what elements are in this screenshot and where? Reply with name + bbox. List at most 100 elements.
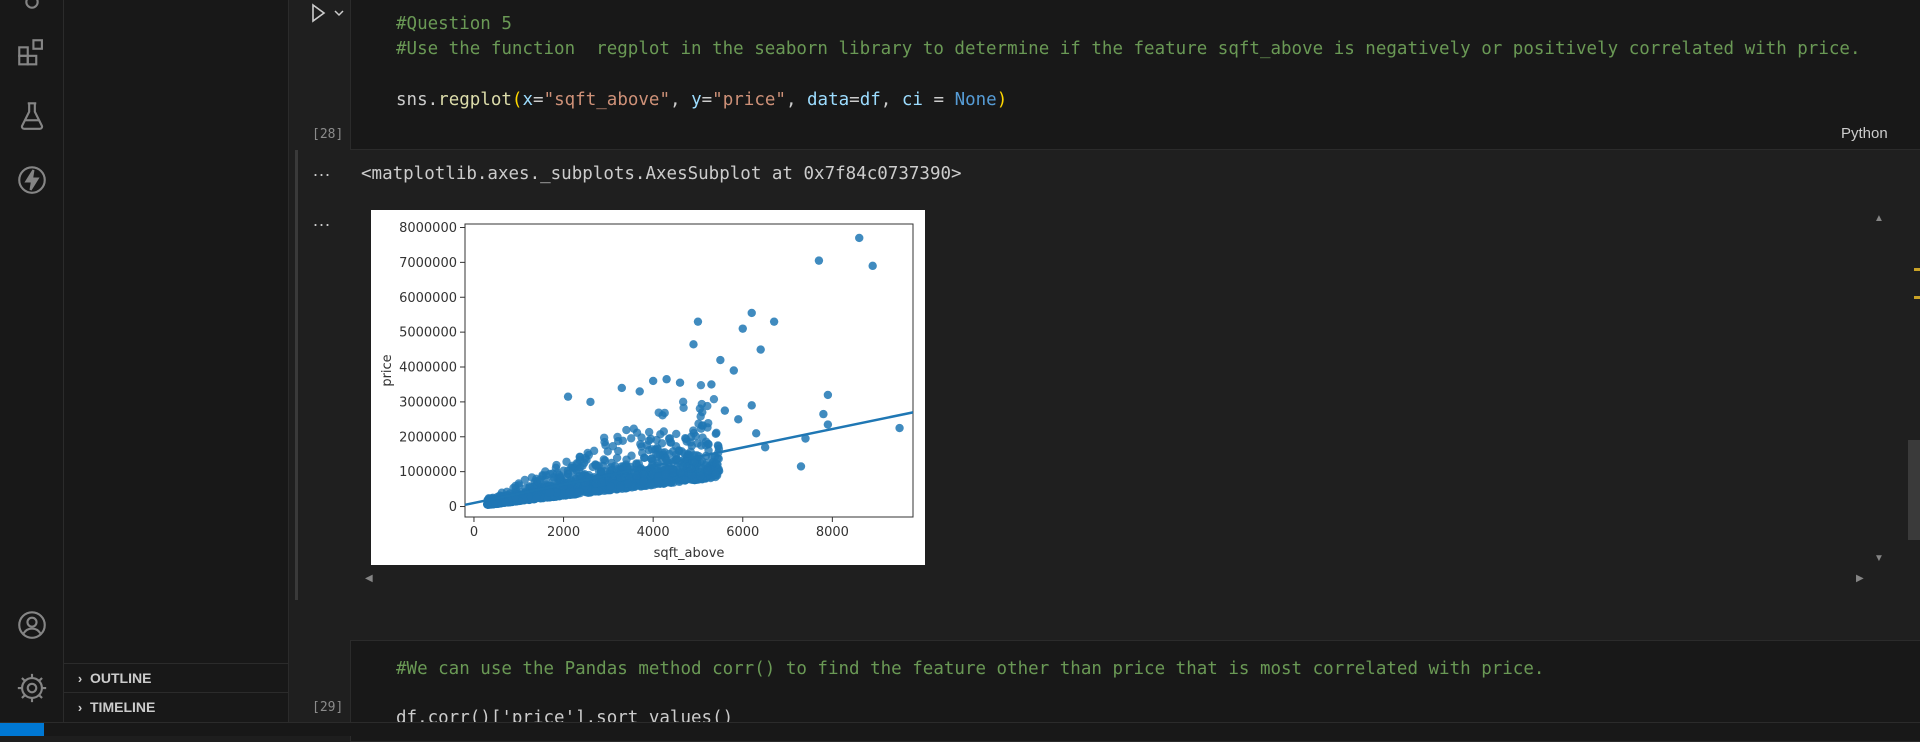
scatter-point bbox=[707, 380, 716, 389]
scatter-point bbox=[616, 483, 625, 493]
lightning-icon[interactable] bbox=[12, 160, 52, 200]
scatter-point bbox=[657, 439, 667, 448]
output-more-button[interactable]: ... bbox=[313, 210, 332, 230]
scatter-point bbox=[819, 409, 828, 419]
output-more-button[interactable]: ... bbox=[313, 160, 332, 180]
scatter-point bbox=[596, 467, 606, 476]
scatter-point bbox=[671, 442, 681, 451]
timeline-section-header[interactable]: › TIMELINE bbox=[64, 692, 288, 721]
scatter-point bbox=[709, 394, 719, 404]
scroll-left-icon[interactable]: ◀ bbox=[365, 573, 373, 584]
scatter-point bbox=[696, 471, 705, 481]
code-token: = bbox=[701, 90, 713, 110]
gear-icon[interactable] bbox=[12, 668, 52, 708]
scroll-right-icon[interactable]: ▶ bbox=[1856, 573, 1864, 584]
scatter-point bbox=[672, 429, 681, 439]
editor-scrollbar[interactable] bbox=[1908, 440, 1920, 540]
scatter-point bbox=[584, 470, 594, 480]
overview-ruler-marker bbox=[1914, 296, 1920, 299]
code-token: data bbox=[807, 90, 850, 110]
scatter-point bbox=[686, 464, 696, 473]
execution-count: [28] bbox=[312, 127, 344, 142]
output-collapse-bar[interactable] bbox=[295, 150, 298, 600]
extensions-icon[interactable] bbox=[12, 33, 52, 73]
code-comment-line: #We can use the Pandas method corr() to … bbox=[396, 659, 1545, 679]
scatter-point bbox=[606, 481, 615, 491]
timeline-label: TIMELINE bbox=[90, 699, 156, 715]
scatter-point bbox=[569, 471, 578, 480]
scatter-point bbox=[712, 428, 721, 438]
code-token: . bbox=[427, 90, 439, 110]
scatter-point bbox=[648, 376, 658, 386]
scatter-point bbox=[622, 425, 631, 435]
scatter-point bbox=[686, 470, 696, 480]
scatter-point bbox=[632, 471, 641, 480]
code-token: x bbox=[522, 90, 534, 110]
x-tick-label: 2000 bbox=[547, 525, 580, 540]
scatter-point bbox=[555, 472, 565, 482]
code-token: ) bbox=[996, 90, 1008, 110]
scatter-point bbox=[629, 424, 638, 433]
scatter-point bbox=[647, 454, 657, 463]
chevron-right-icon: › bbox=[77, 699, 83, 715]
remote-indicator-button[interactable] bbox=[0, 723, 44, 736]
x-tick-label: 8000 bbox=[816, 525, 849, 540]
run-options-button[interactable] bbox=[332, 6, 346, 20]
scatter-point bbox=[636, 439, 645, 449]
scatter-point bbox=[599, 433, 609, 442]
code-token: , bbox=[880, 90, 902, 110]
scatter-point bbox=[617, 462, 626, 471]
y-tick-label: 7000000 bbox=[399, 256, 457, 271]
code-cell-28[interactable] bbox=[350, 0, 1920, 150]
scatter-point bbox=[574, 487, 584, 497]
scatter-point bbox=[617, 383, 626, 393]
execution-count: [29] bbox=[312, 700, 344, 715]
run-cell-button[interactable] bbox=[307, 2, 329, 24]
account-icon[interactable] bbox=[12, 605, 52, 645]
scatter-point bbox=[702, 458, 712, 468]
scatter-point bbox=[868, 261, 877, 271]
scatter-point bbox=[713, 441, 723, 450]
scroll-down-icon[interactable]: ▼ bbox=[1874, 553, 1884, 564]
scatter-point bbox=[623, 479, 633, 488]
side-panel: › OUTLINE › TIMELINE bbox=[64, 0, 289, 722]
scatter-point bbox=[541, 471, 551, 480]
code-token: ci bbox=[901, 90, 923, 110]
scatter-point bbox=[734, 415, 743, 424]
scatter-point bbox=[698, 421, 708, 430]
scatter-point bbox=[729, 366, 738, 375]
scatter-point bbox=[689, 340, 698, 349]
scatter-point bbox=[520, 475, 530, 485]
scatter-point bbox=[638, 448, 647, 458]
flask-icon[interactable] bbox=[12, 96, 52, 136]
top-partial-icon[interactable] bbox=[12, 0, 52, 22]
scatter-point bbox=[801, 434, 810, 443]
scatter-point bbox=[703, 466, 713, 475]
outline-section-header[interactable]: › OUTLINE bbox=[64, 663, 288, 692]
x-tick-label: 6000 bbox=[726, 525, 759, 540]
scatter-point bbox=[597, 478, 606, 488]
scroll-up-icon[interactable]: ▲ bbox=[1874, 213, 1884, 224]
scatter-point bbox=[607, 458, 616, 468]
scatter-point bbox=[483, 500, 492, 509]
scatter-point bbox=[653, 477, 663, 486]
scatter-point bbox=[599, 455, 609, 464]
code-token: y bbox=[691, 90, 702, 110]
scatter-point bbox=[591, 487, 600, 496]
scatter-point bbox=[696, 412, 705, 421]
code-line: sns.regplot(x="sqft_above", y="price", d… bbox=[396, 90, 1007, 110]
scatter-point bbox=[678, 397, 688, 406]
scatter-point bbox=[616, 473, 625, 482]
scatter-point bbox=[678, 462, 687, 471]
code-token: , bbox=[670, 90, 692, 110]
regression-line bbox=[464, 411, 914, 507]
overview-ruler-marker bbox=[1914, 268, 1920, 271]
chevron-right-icon: › bbox=[77, 670, 83, 686]
cell-language-label[interactable]: Python bbox=[1841, 125, 1888, 142]
scatter-point bbox=[563, 392, 573, 401]
scatter-point bbox=[855, 233, 864, 243]
y-tick-label: 4000000 bbox=[399, 361, 457, 376]
scatter-point bbox=[654, 408, 663, 417]
scatter-point bbox=[756, 345, 765, 354]
x-tick-label: 0 bbox=[470, 525, 478, 540]
